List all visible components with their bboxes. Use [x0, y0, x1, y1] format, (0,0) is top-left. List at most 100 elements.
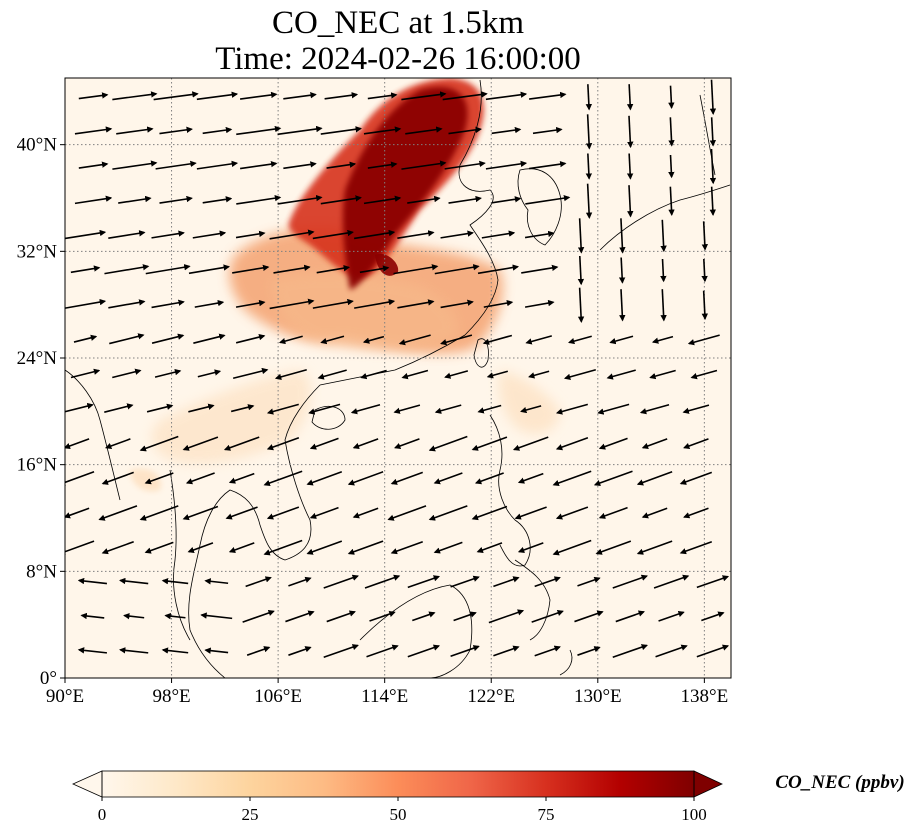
wind-arrow: [360, 369, 387, 380]
wind-arrow: [108, 230, 146, 239]
wind-arrow: [232, 367, 269, 380]
wind-arrow: [139, 505, 179, 521]
wind-arrow: [239, 91, 278, 100]
wind-arrow: [563, 368, 596, 380]
wind-arrow: [161, 577, 189, 585]
wind-arrow: [709, 79, 717, 115]
wind-arrow: [236, 125, 282, 136]
wind-arrow: [434, 264, 480, 275]
wind-arrow: [597, 403, 630, 415]
map-timestamp: Time: 2024-02-26 16:00:00: [215, 41, 581, 77]
wind-arrow: [450, 645, 480, 657]
wind-arrow: [323, 574, 359, 589]
wind-arrow: [577, 218, 585, 254]
wind-arrow: [104, 403, 134, 413]
wind-arrow: [65, 438, 90, 449]
wind-arrow: [204, 578, 229, 585]
wind-arrow: [187, 542, 214, 553]
wind-arrow: [80, 612, 105, 620]
wind-arrow: [228, 472, 255, 484]
wind-arrow: [534, 576, 561, 588]
wind-arrow: [701, 221, 709, 251]
wind-arrow: [306, 471, 343, 486]
wind-arrow: [108, 299, 146, 309]
wind-arrow: [401, 91, 447, 101]
wind-arrow: [202, 196, 233, 204]
x-tick-label: 90°E: [46, 686, 84, 707]
wind-arrow: [347, 540, 384, 555]
wind-arrow: [235, 230, 266, 239]
wind-arrow: [312, 298, 354, 309]
y-tick-label: 8°N: [26, 561, 57, 582]
wind-arrow: [668, 154, 675, 179]
wind-arrow: [491, 126, 522, 135]
wind-arrow: [453, 611, 477, 622]
wind-arrow: [585, 114, 593, 150]
wind-arrow: [236, 194, 282, 205]
wind-arrow: [202, 126, 233, 135]
wind-arrow: [223, 436, 260, 451]
wind-arrow: [65, 402, 94, 413]
wind-arrow: [393, 404, 421, 414]
wind-arrow: [701, 258, 708, 283]
wind-arrow: [606, 369, 636, 380]
wind-arrow: [574, 610, 604, 623]
wind-arrow: [266, 506, 300, 520]
wind-arrow: [690, 369, 718, 380]
wind-arrow: [204, 647, 229, 654]
wind-arrow: [660, 258, 667, 283]
wind-arrow: [709, 186, 716, 216]
wind-arrow: [390, 471, 423, 485]
wind-arrow: [153, 91, 199, 101]
colorbar-tick-label: 25: [242, 805, 259, 824]
wind-arrow: [77, 577, 108, 585]
wind-arrow: [412, 611, 436, 622]
wind-arrow: [668, 186, 675, 216]
wind-arrow: [658, 610, 685, 622]
wind-arrow: [155, 160, 197, 170]
wind-arrow: [555, 506, 589, 520]
wind-arrow: [514, 506, 547, 520]
wind-arrow: [491, 196, 522, 204]
wind-arrow: [520, 405, 542, 414]
wind-arrow: [367, 92, 398, 100]
wind-arrow: [359, 265, 390, 274]
wind-arrow: [401, 160, 447, 170]
wind-arrow: [235, 299, 266, 308]
wind-arrow: [74, 195, 113, 205]
colorbar-tick-label: 75: [538, 805, 555, 824]
wind-arrow: [273, 264, 311, 274]
wind-arrow: [326, 610, 356, 623]
wind-arrow: [577, 646, 601, 656]
wind-arrow: [709, 148, 717, 185]
wind-arrow: [200, 612, 233, 620]
wind-arrow: [274, 368, 307, 380]
wind-arrow: [326, 161, 357, 169]
wind-arrow: [517, 542, 544, 553]
wind-arrow: [482, 334, 513, 345]
wind-arrow: [619, 289, 626, 322]
wind-arrow: [363, 126, 402, 135]
wind-arrow: [486, 370, 509, 379]
co-concentration-field: [130, 78, 560, 492]
wind-arrow: [626, 84, 634, 111]
wind-arrow: [525, 335, 553, 345]
wind-arrow: [407, 644, 441, 658]
wind-arrow: [109, 333, 145, 345]
wind-arrow: [450, 575, 480, 588]
wind-arrow: [366, 644, 399, 658]
wind-arrow: [112, 160, 158, 170]
wind-arrow: [531, 609, 564, 623]
wind-arrow: [585, 153, 593, 180]
wind-arrow: [529, 160, 567, 170]
wind-arrow: [525, 194, 571, 205]
wind-arrow: [598, 506, 628, 519]
wind-arrow: [555, 436, 589, 451]
wind-arrow: [577, 576, 601, 587]
x-tick-label: 122°E: [467, 686, 515, 707]
wind-arrow: [70, 265, 101, 274]
wind-arrow: [118, 195, 152, 204]
map-frame: [64, 77, 732, 679]
wind-arrow: [577, 287, 585, 323]
wind-arrow: [182, 436, 219, 451]
